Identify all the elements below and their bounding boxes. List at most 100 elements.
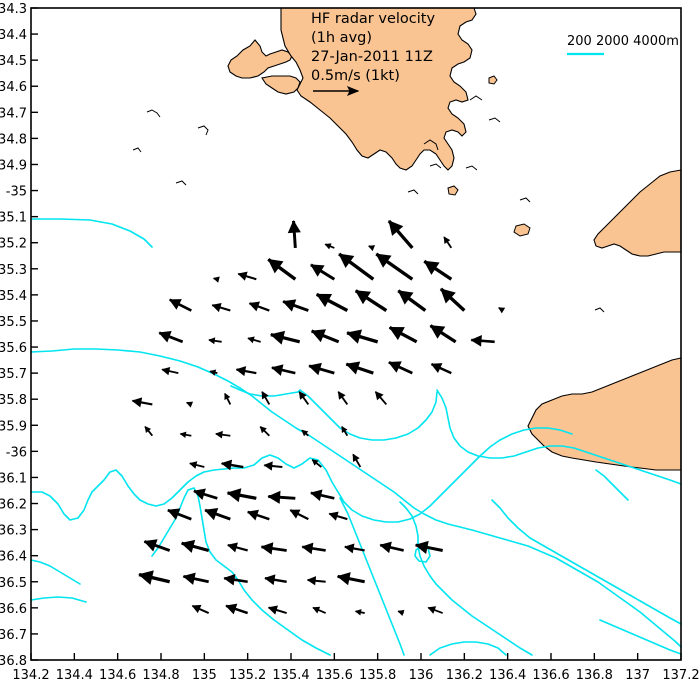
contour-right-stub — [595, 469, 629, 501]
vector-head — [429, 325, 446, 339]
title-line-1: HF radar velocity — [311, 11, 435, 27]
velocity-vector — [337, 391, 349, 405]
velocity-vector — [261, 391, 271, 405]
vector-head — [346, 329, 363, 344]
y-tick-label: -36.6 — [0, 602, 27, 617]
velocity-vector — [388, 325, 418, 344]
velocity-vector — [301, 542, 326, 555]
vector-head — [310, 489, 323, 502]
velocity-vector — [267, 258, 297, 281]
x-tick-label: 136.6 — [532, 668, 569, 683]
velocity-vector — [388, 361, 413, 375]
vector-head — [220, 459, 233, 471]
title-line-3: 27-Jan-2011 11Z — [311, 49, 433, 65]
vector-head — [379, 541, 392, 554]
vector-head — [168, 299, 182, 310]
vector-head — [311, 459, 319, 466]
velocity-vector-field — [131, 219, 506, 617]
vector-head — [430, 363, 443, 373]
y-tick-label: -36 — [6, 445, 27, 460]
velocity-vector — [227, 542, 248, 553]
velocity-vector — [289, 509, 309, 521]
velocity-vector — [423, 259, 453, 281]
depth-legend: 200 2000 4000m — [567, 34, 679, 56]
y-tick-label: -35.8 — [0, 393, 27, 408]
y-tick-label: -36.4 — [0, 550, 27, 565]
velocity-vector — [270, 330, 301, 345]
vector-head — [270, 330, 286, 345]
vector-head — [263, 461, 273, 471]
velocity-vector — [414, 540, 443, 554]
vector-head — [324, 243, 332, 250]
contour-2000m-lower — [30, 427, 573, 523]
vector-head — [368, 245, 376, 252]
vector-head — [388, 220, 404, 236]
y-tick-label: -36.7 — [0, 628, 27, 643]
vector-head — [161, 366, 171, 376]
bathymetry-contours — [30, 218, 682, 656]
velocity-vector — [374, 391, 388, 406]
vector-head — [260, 542, 274, 555]
contour-short-left2 — [30, 596, 87, 603]
vector-head — [271, 364, 284, 376]
vector-head — [179, 431, 187, 439]
vector-head — [267, 258, 284, 274]
velocity-vector — [143, 539, 171, 552]
y-tick-label: -36.1 — [0, 471, 27, 486]
land-islet-b — [488, 75, 498, 85]
velocity-vector — [354, 609, 365, 616]
vector-head — [235, 366, 247, 377]
contour-bottom-right — [599, 619, 682, 655]
vector-head — [310, 329, 326, 343]
velocity-vector — [341, 425, 349, 437]
vector-head — [264, 574, 276, 586]
velocity-vector — [158, 331, 184, 344]
velocity-vector — [144, 426, 154, 437]
vector-head — [212, 276, 220, 283]
velocity-vector — [179, 431, 192, 439]
title-line-2: (1h avg) — [311, 30, 372, 46]
vector-head — [374, 391, 384, 401]
velocity-vector — [375, 252, 414, 281]
velocity-vector — [208, 337, 222, 345]
velocity-vector — [131, 397, 153, 408]
x-tick-label: 135.8 — [359, 668, 396, 683]
vector-head — [131, 397, 143, 408]
velocity-vector — [368, 245, 376, 252]
velocity-vector — [429, 324, 457, 344]
velocity-vector — [271, 364, 296, 376]
y-tick-label: -35.3 — [0, 263, 27, 278]
vector-head — [337, 391, 346, 400]
vector-head — [312, 606, 321, 614]
axes-frame — [30, 7, 682, 661]
vector-head — [204, 507, 219, 521]
y-axis-ticks: -34.3 -34.4 -34.5 -34.6 -34.7 -34.8 -34.9 -35 -3… — [0, 2, 38, 669]
velocity-vector — [168, 298, 192, 312]
y-tick-label: -35.6 — [0, 341, 27, 356]
x-tick-label: 136 — [409, 668, 434, 683]
vector-head — [259, 426, 267, 434]
vector-head — [397, 609, 405, 617]
contour-200m-north — [30, 218, 153, 248]
vector-head — [388, 327, 405, 341]
velocity-vector — [220, 459, 244, 471]
vector-head — [301, 429, 309, 437]
contour-branch-c — [491, 499, 682, 625]
x-tick-label: 135.6 — [316, 668, 353, 683]
velocity-vector — [344, 543, 365, 554]
y-tick-label: -35.7 — [0, 367, 27, 382]
vector-head — [345, 361, 361, 375]
vector-head — [308, 362, 322, 376]
y-tick-label: -34.8 — [0, 132, 27, 147]
velocity-vector — [182, 572, 209, 585]
vector-head — [289, 509, 301, 519]
velocity-vector — [427, 606, 443, 614]
velocity-vector — [267, 490, 296, 504]
vector-head — [246, 509, 259, 521]
y-tick-label: -36.5 — [0, 576, 27, 591]
vector-head — [211, 302, 222, 313]
vector-head — [341, 425, 348, 434]
vector-head — [301, 542, 314, 555]
velocity-vector — [138, 570, 171, 585]
